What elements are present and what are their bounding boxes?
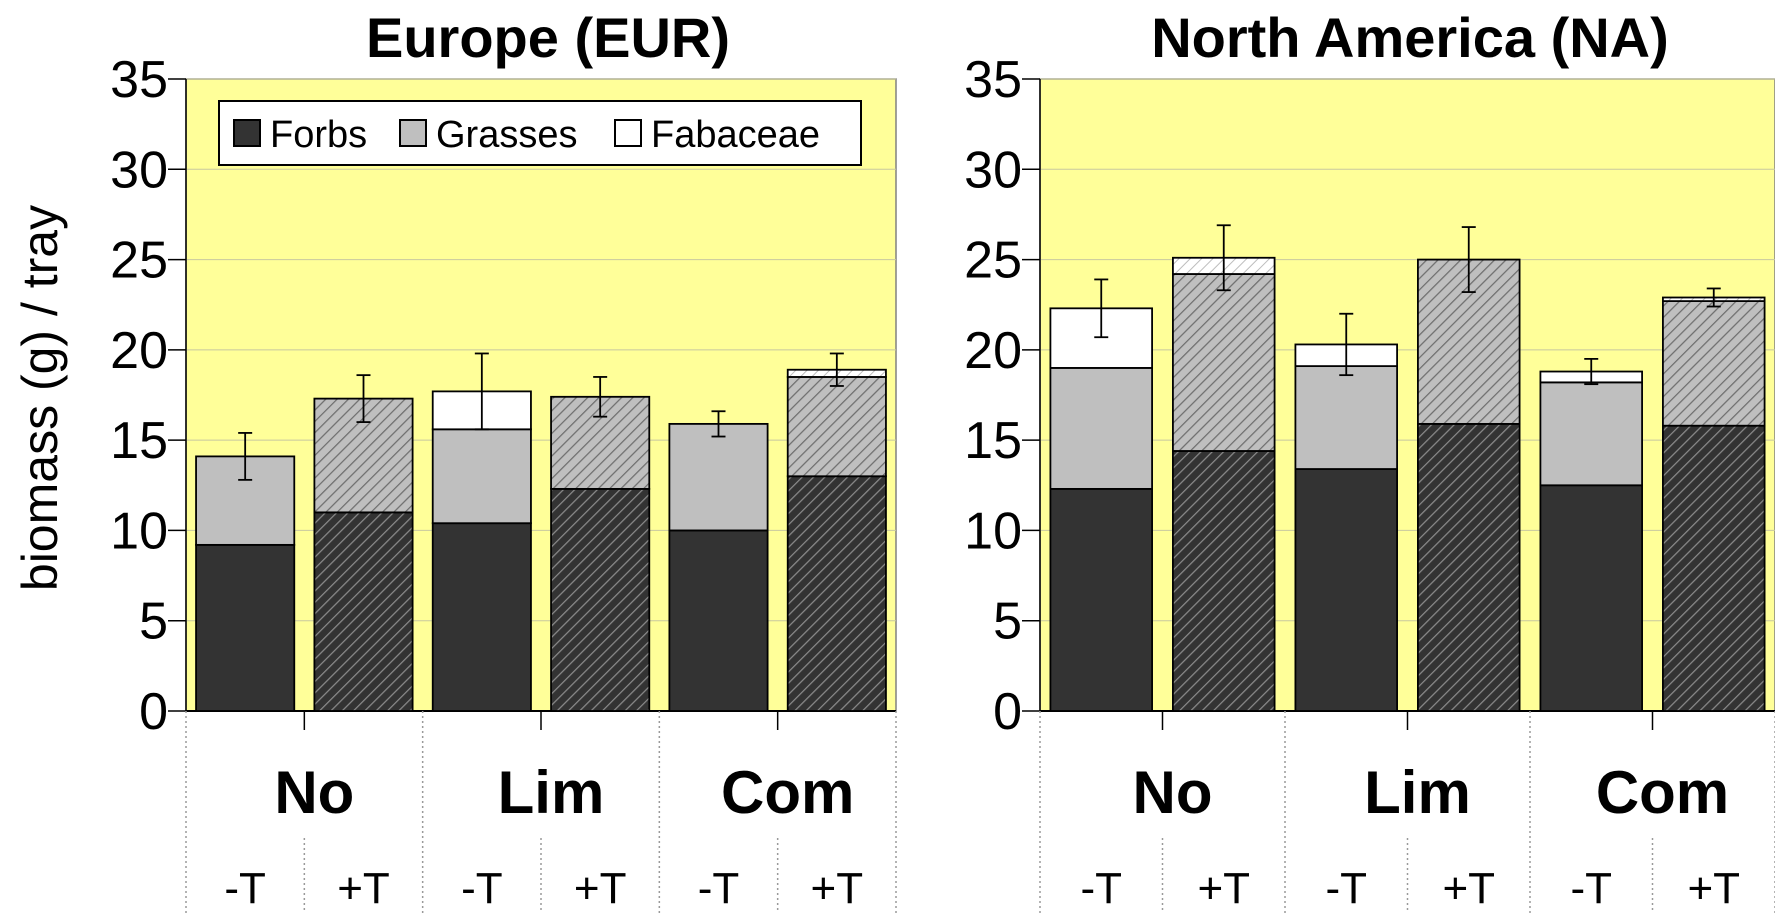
group-label: Lim: [498, 759, 605, 826]
y-tick-label: 35: [964, 51, 1022, 109]
y-tick-label: 25: [964, 232, 1022, 290]
y-tick-label: 15: [964, 412, 1022, 470]
bar-forbs: [313, 511, 414, 712]
treatment-label: +T: [1442, 864, 1495, 913]
panel-europe: Europe (EUR) 0 5 10 15 20 25 30 35 No Lim Com -T +T -T…: [110, 6, 897, 913]
bar-forbs: [550, 487, 651, 712]
treatment-label: +T: [337, 864, 390, 913]
bar-grasses: [1539, 381, 1643, 487]
y-tick-label: 20: [110, 322, 168, 380]
y-tick-label: 25: [110, 232, 168, 290]
bar-forbs: [195, 543, 296, 712]
y-tick-label: 5: [993, 593, 1022, 651]
treatment-label: +T: [1197, 864, 1250, 913]
y-tick-label: 10: [110, 502, 168, 560]
bar-grasses: [1294, 365, 1398, 470]
legend-label-grasses: Grasses: [436, 114, 577, 156]
bar-grasses: [668, 422, 769, 532]
y-tick-label: 0: [139, 683, 168, 741]
bar-forbs: [1294, 468, 1398, 712]
treatment-label: -T: [1570, 864, 1612, 913]
y-tick-label: 10: [964, 502, 1022, 560]
chart-title: North America (NA): [1151, 6, 1669, 69]
bar-grasses: [431, 428, 532, 525]
y-tick-label: 35: [110, 51, 168, 109]
y-tick-label: 0: [993, 683, 1022, 741]
chart-title: Europe (EUR): [366, 6, 730, 69]
bar-forbs: [668, 529, 769, 712]
legend-swatch-fabaceae: [614, 119, 642, 147]
legend-label-fabaceae: Fabaceae: [651, 114, 820, 156]
bar-grasses: [1662, 300, 1766, 427]
legend: Forbs Grasses Fabaceae: [218, 100, 862, 166]
y-tick-label: 30: [964, 141, 1022, 199]
plot-area: [1039, 78, 1775, 712]
y-tick-label: 5: [139, 593, 168, 651]
treatment-label: -T: [1080, 864, 1122, 913]
y-tick-label: 15: [110, 412, 168, 470]
bar-grasses: [1172, 273, 1276, 452]
panel-north-america: North America (NA) 0 5 10 15 20 25 30 35 No Lim Com…: [964, 6, 1775, 913]
bar-forbs: [1662, 424, 1766, 712]
treatment-label: -T: [1325, 864, 1367, 913]
legend-label-forbs: Forbs: [270, 114, 367, 156]
bar-forbs: [1172, 450, 1276, 712]
legend-swatch-forbs: [233, 119, 261, 147]
treatment-label: -T: [224, 864, 266, 913]
bar-grasses: [1049, 367, 1153, 490]
treatment-label: -T: [461, 864, 503, 913]
y-tick-label: 20: [964, 322, 1022, 380]
y-axis-label: biomass (g) / tray: [12, 205, 68, 591]
bar-forbs: [431, 522, 532, 712]
treatment-label: -T: [698, 864, 740, 913]
bar-forbs: [1049, 487, 1153, 712]
bar-forbs: [1417, 422, 1521, 712]
legend-box: [218, 100, 862, 166]
treatment-label: +T: [1687, 864, 1740, 913]
bar-grasses: [786, 376, 887, 478]
bar-forbs: [786, 475, 887, 712]
bar-forbs: [1539, 484, 1643, 712]
legend-swatch-grasses: [399, 119, 427, 147]
group-label: Com: [1596, 759, 1729, 826]
treatment-label: +T: [811, 864, 864, 913]
group-label: No: [1133, 759, 1213, 826]
group-label: No: [274, 759, 354, 826]
group-label: Com: [721, 759, 854, 826]
y-tick-label: 30: [110, 141, 168, 199]
treatment-label: +T: [574, 864, 627, 913]
plot-area: [185, 78, 897, 712]
group-label: Lim: [1364, 759, 1471, 826]
